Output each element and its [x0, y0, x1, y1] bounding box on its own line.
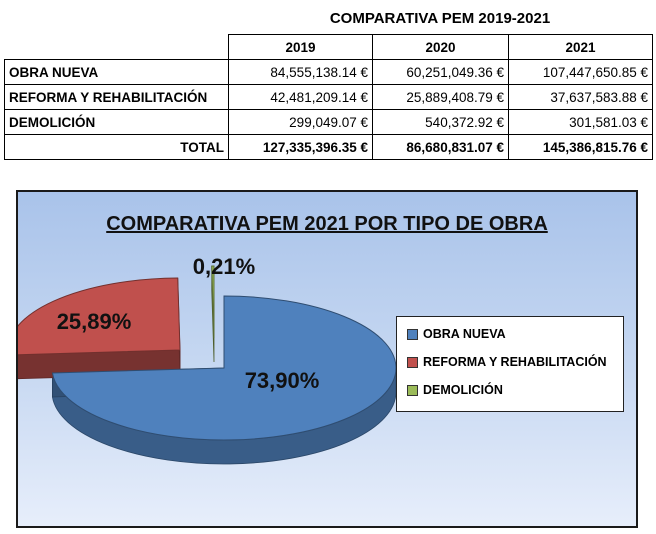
year-header: 2021 — [508, 34, 653, 60]
legend-label: OBRA NUEVA — [423, 327, 506, 341]
comparison-table: 2019 2020 2021 OBRA NUEVA 84,555,138.14 … — [4, 34, 653, 160]
table-row: REFORMA Y REHABILITACIÓN 42,481,209.14 €… — [4, 84, 653, 110]
total-value: 127,335,396.35 € — [228, 134, 373, 160]
cell-value: 299,049.07 € — [228, 109, 373, 135]
total-value: 86,680,831.07 € — [372, 134, 509, 160]
row-label: OBRA NUEVA — [4, 59, 229, 85]
pie-slice — [211, 265, 215, 339]
data-label: 25,89% — [57, 309, 132, 334]
row-label: DEMOLICIÓN — [4, 109, 229, 135]
chart-legend: OBRA NUEVA REFORMA Y REHABILITACIÓN DEMOLI… — [396, 316, 624, 412]
total-value: 145,386,815.76 € — [508, 134, 653, 160]
cell-value: 60,251,049.36 € — [372, 59, 509, 85]
year-header: 2020 — [372, 34, 509, 60]
row-label: REFORMA Y REHABILITACIÓN — [4, 84, 229, 110]
cell-value: 107,447,650.85 € — [508, 59, 653, 85]
pie-slices — [18, 265, 397, 441]
legend-item: REFORMA Y REHABILITACIÓN — [407, 355, 607, 369]
legend-swatch — [407, 328, 418, 340]
cell-value: 540,372.92 € — [372, 109, 509, 135]
legend-swatch — [407, 384, 418, 396]
cell-value: 37,637,583.88 € — [508, 84, 653, 110]
legend-item: DEMOLICIÓN — [407, 383, 503, 397]
cell-value: 301,581.03 € — [508, 109, 653, 135]
table-row: OBRA NUEVA 84,555,138.14 € 60,251,049.36… — [4, 59, 653, 85]
chart-title: COMPARATIVA PEM 2021 POR TIPO DE OBRA — [106, 213, 548, 235]
cell-value: 84,555,138.14 € — [228, 59, 373, 85]
pie-slice — [51, 295, 397, 441]
cell-value: 25,889,408.79 € — [372, 84, 509, 110]
pie-chart-frame: COMPARATIVA PEM 2021 POR TIPO DE OBRA 73,… — [16, 190, 638, 528]
legend-label: REFORMA Y REHABILITACIÓN — [423, 355, 607, 369]
table-row: DEMOLICIÓN 299,049.07 € 540,372.92 € 301… — [4, 109, 653, 135]
legend-item: OBRA NUEVA — [407, 327, 506, 341]
total-row: TOTAL 127,335,396.35 € 86,680,831.07 € 1… — [4, 134, 653, 160]
legend-swatch — [407, 356, 418, 368]
data-label: 0,21% — [193, 254, 255, 279]
pie-chart: COMPARATIVA PEM 2021 POR TIPO DE OBRA 73,… — [18, 213, 548, 465]
total-label: TOTAL — [4, 134, 229, 160]
data-label: 73,90% — [245, 368, 320, 393]
cell-value: 42,481,209.14 € — [228, 84, 373, 110]
table-header-row: 2019 2020 2021 — [5, 34, 653, 60]
pie-slice — [18, 277, 181, 356]
year-header: 2019 — [228, 34, 373, 60]
legend-label: DEMOLICIÓN — [423, 383, 503, 397]
table-title: COMPARATIVA PEM 2019-2021 — [329, 10, 551, 27]
